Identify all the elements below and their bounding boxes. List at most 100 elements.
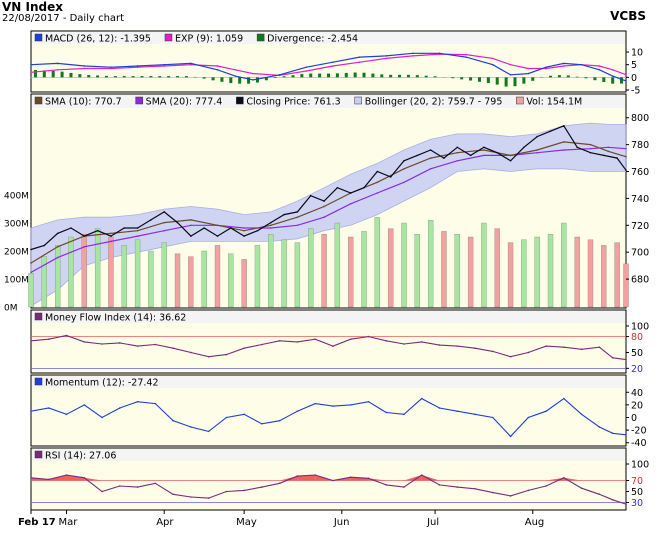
divergence-bar-39 <box>202 77 206 79</box>
rsi-line-point-15 <box>296 475 299 477</box>
mfi-line-point-30 <box>563 346 565 348</box>
vol-tick-label-1: 300M <box>4 220 29 230</box>
mfi-line-point-9 <box>190 351 192 354</box>
macd-line-point-3 <box>110 66 112 69</box>
close-price-line-point-9 <box>150 219 152 221</box>
macd-line-point-0 <box>30 63 32 66</box>
mfi-line-point-16 <box>314 338 316 341</box>
rsi-line-point-30 <box>563 476 565 479</box>
close-price-line-point-39 <box>549 130 552 132</box>
price-ytick-label-5: 700 <box>631 248 649 259</box>
divergence-bar-101 <box>477 77 481 82</box>
close-price-line-point-33 <box>469 154 472 157</box>
momentum-line-point-28 <box>527 416 530 419</box>
divergence-bar-107 <box>504 77 508 87</box>
sma20-line-point-1 <box>56 256 59 259</box>
sma10-line-point-21 <box>589 143 592 146</box>
x-tick-label-2: Apr <box>156 517 174 528</box>
sma20-line-point-20 <box>563 149 565 151</box>
exp-line-point-18 <box>491 57 494 60</box>
vol-bar-17 <box>254 245 261 308</box>
mfi-line-point-2 <box>65 334 68 337</box>
rsi-ytick-label-3: 30 <box>631 498 643 509</box>
macd-ytick-label-1: 5 <box>631 60 637 71</box>
rsi-line-point-12 <box>243 489 245 492</box>
divergence-bar-63 <box>309 73 313 78</box>
momentum-line-point-27 <box>509 435 512 438</box>
price-legend-label-3: Bollinger (20, 2): 759.7 - 795 <box>365 97 503 108</box>
sma20-line-point-17 <box>483 154 485 157</box>
close-price-line-point-35 <box>496 151 499 154</box>
divergence-bar-97 <box>460 77 464 80</box>
mfi-legend-swatch-0 <box>34 312 43 321</box>
vol-tick-label-0: 400M <box>4 192 29 202</box>
close-price-line <box>30 125 627 251</box>
momentum-line-point-11 <box>225 416 228 419</box>
x-tick-label-3: May <box>236 517 257 528</box>
mfi-legend-label-0: Money Flow Index (14): 36.62 <box>45 313 186 324</box>
momentum-line-point-23 <box>438 407 441 409</box>
rsi-line-point-25 <box>474 487 476 490</box>
momentum-line-point-25 <box>474 413 476 416</box>
sma10-line-point-22 <box>607 150 610 153</box>
vol-bar-22 <box>321 234 327 308</box>
close-price-line-point-44 <box>616 157 618 159</box>
exp-line-point-11 <box>305 70 308 72</box>
macd-ytick-label-0: 10 <box>631 48 643 59</box>
rsi-line-point-28 <box>527 489 530 492</box>
vol-bar-6 <box>108 236 114 308</box>
divergence-bar-5 <box>51 70 55 78</box>
sma10-line-point-14 <box>403 168 405 170</box>
price-legend-label-4: Vol: 154.1M <box>526 97 582 108</box>
mfi-line-point-34 <box>625 358 627 361</box>
vol-bar-38 <box>534 236 540 308</box>
macd-legend-swatch-1 <box>164 33 173 42</box>
rsi-line-point-3 <box>83 476 86 479</box>
sma20-line-point-22 <box>607 146 610 149</box>
exp-line-point-22 <box>563 65 565 67</box>
momentum-line-point-4 <box>101 416 103 419</box>
divergence-bar-67 <box>327 73 330 78</box>
exp-line-point-3 <box>110 67 112 70</box>
divergence-bar-125 <box>584 77 588 79</box>
mfi-line-point-25 <box>474 347 476 350</box>
momentum-line-point-1 <box>47 407 50 409</box>
vol-bar-37 <box>521 239 527 308</box>
divergence-bar-47 <box>238 77 242 84</box>
vol-bar-24 <box>348 236 354 308</box>
vol-bar-5 <box>94 228 101 308</box>
vol-bar-30 <box>427 220 434 308</box>
mfi-line-point-15 <box>296 341 299 343</box>
price-ytick-label-6: 680 <box>631 275 649 286</box>
price-ytick-label-0: 800 <box>631 113 649 124</box>
rsi-overbought-fill-2 <box>66 475 85 481</box>
divergence-bar-71 <box>344 72 348 78</box>
momentum-line-point-3 <box>83 404 86 406</box>
exp-line-point-8 <box>234 68 237 71</box>
mfi-ytick-label-0: 100 <box>631 322 649 333</box>
momentum-legend-label-0: Momentum (12): -27.42 <box>45 378 159 389</box>
x-tick-label-1: Mar <box>59 517 79 528</box>
divergence-bar-41 <box>211 77 215 81</box>
divergence-bar-99 <box>469 77 473 81</box>
divergence-bar-109 <box>513 77 517 87</box>
mfi-line-point-11 <box>225 353 228 356</box>
sma20-line-point-5 <box>163 229 166 232</box>
divergence-bar-13 <box>87 75 91 78</box>
mfi-line-point-31 <box>580 348 583 351</box>
mfi-line-point-4 <box>101 343 103 345</box>
rsi-line-point-33 <box>611 498 614 501</box>
price-ytick-label-4: 720 <box>631 221 649 232</box>
macd-line-point-2 <box>83 65 86 67</box>
divergence-bar-43 <box>220 77 224 82</box>
price-legend-label-0: SMA (10): 770.7 <box>45 97 122 108</box>
exp-line-point-0 <box>30 71 32 74</box>
divergence-bar-65 <box>318 73 322 78</box>
rsi-legend-label-0: RSI (14): 27.06 <box>45 451 116 462</box>
mfi-line-point-10 <box>207 355 210 358</box>
divergence-bar-85 <box>406 74 410 78</box>
divergence-bar-119 <box>557 75 561 78</box>
macd-line-point-18 <box>491 63 494 66</box>
rsi-line-point-4 <box>101 490 103 493</box>
momentum-line-point-7 <box>154 402 157 405</box>
